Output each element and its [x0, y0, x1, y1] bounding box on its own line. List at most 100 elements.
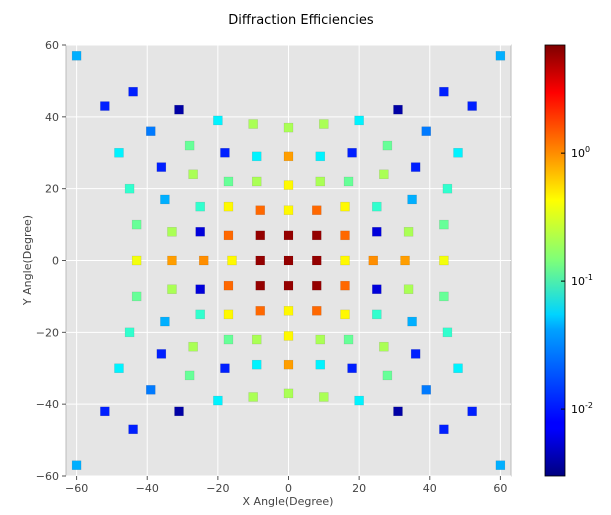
data-point — [283, 255, 294, 266]
data-point — [255, 255, 265, 266]
data-point — [167, 255, 177, 266]
data-point — [283, 180, 294, 190]
data-point — [312, 230, 322, 241]
data-point — [347, 148, 357, 158]
data-point — [255, 280, 265, 291]
data-point — [403, 227, 414, 237]
data-point — [372, 309, 382, 320]
data-point — [410, 162, 421, 172]
x-tick-label: 40 — [423, 482, 437, 495]
data-point — [100, 101, 110, 111]
chart-title: Diffraction Efficiencies — [228, 13, 374, 28]
data-point — [319, 392, 329, 402]
data-point — [319, 119, 329, 129]
data-point — [495, 460, 506, 470]
data-point — [251, 151, 262, 162]
x-tick-label: −60 — [65, 482, 88, 495]
y-tick-label: −20 — [36, 326, 59, 339]
data-point — [188, 169, 198, 180]
y-tick-label: −40 — [36, 398, 59, 411]
data-point — [340, 280, 350, 291]
data-point — [114, 363, 124, 373]
data-point — [372, 201, 382, 212]
y-axis-ticks: −60 −40 −20 0 20 40 60 — [36, 39, 66, 483]
data-point — [195, 284, 205, 294]
data-point — [442, 327, 453, 338]
data-point — [368, 255, 379, 266]
data-point — [255, 306, 265, 316]
data-point — [439, 255, 449, 266]
data-point — [315, 334, 326, 345]
data-point — [382, 140, 393, 151]
data-point — [198, 255, 209, 266]
data-point — [213, 395, 223, 406]
x-axis-label: X Angle(Degree) — [243, 495, 334, 508]
data-point — [167, 227, 177, 237]
data-point — [167, 284, 177, 294]
data-point — [184, 140, 195, 151]
data-point — [128, 424, 138, 435]
data-point — [156, 349, 167, 359]
data-point — [100, 406, 110, 417]
data-point — [372, 227, 382, 237]
data-point — [379, 341, 389, 352]
data-point — [283, 230, 294, 241]
data-point — [283, 388, 294, 399]
data-point — [195, 309, 205, 320]
data-point — [146, 126, 156, 136]
data-point — [251, 176, 262, 187]
data-point — [283, 122, 294, 133]
data-point — [195, 201, 205, 212]
data-point — [124, 183, 135, 194]
data-point — [354, 395, 364, 406]
data-point — [439, 219, 449, 230]
data-point — [220, 148, 230, 158]
data-point — [248, 392, 258, 402]
data-point — [439, 86, 449, 97]
x-tick-label: −20 — [206, 482, 229, 495]
data-point — [124, 327, 135, 338]
data-point — [223, 334, 234, 345]
data-point — [283, 151, 294, 162]
data-point — [223, 176, 234, 187]
data-point — [467, 406, 477, 417]
data-point — [114, 148, 124, 158]
data-point — [354, 115, 364, 126]
data-point — [372, 284, 382, 294]
data-point — [248, 119, 258, 129]
data-point — [407, 316, 417, 327]
data-point — [283, 359, 294, 370]
data-point — [421, 126, 431, 136]
y-tick-label: 60 — [45, 39, 59, 52]
data-point — [453, 148, 463, 158]
x-tick-label: 20 — [352, 482, 366, 495]
data-point — [347, 363, 357, 373]
x-tick-label: 0 — [285, 482, 292, 495]
x-axis-ticks: −60 −40 −20 0 20 40 60 — [65, 476, 507, 495]
data-point — [312, 280, 322, 291]
data-point — [283, 280, 294, 291]
data-point — [131, 255, 142, 266]
data-point — [467, 101, 477, 111]
colorbar — [544, 44, 566, 477]
data-point — [315, 151, 326, 162]
data-point — [71, 51, 82, 61]
data-points — [71, 51, 506, 470]
data-point — [174, 104, 184, 115]
data-point — [220, 363, 230, 373]
data-point — [343, 176, 354, 187]
data-point — [343, 334, 354, 345]
data-point — [174, 406, 184, 417]
colorbar-tick-label: 10-2 — [571, 401, 593, 416]
data-point — [410, 349, 421, 359]
data-point — [439, 424, 449, 435]
data-point — [283, 331, 294, 341]
data-point — [251, 359, 262, 370]
data-point — [146, 385, 156, 395]
data-point — [255, 230, 265, 241]
data-point — [340, 309, 350, 320]
data-point — [160, 194, 170, 205]
data-point — [379, 169, 389, 180]
data-point — [195, 227, 205, 237]
x-tick-label: −40 — [136, 482, 159, 495]
